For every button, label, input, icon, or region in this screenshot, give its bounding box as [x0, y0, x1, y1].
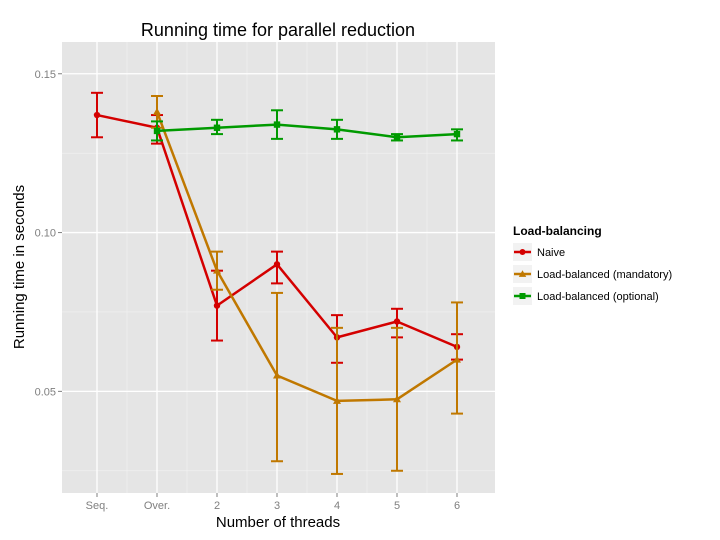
series-load-balanced-mandatory: [151, 94, 463, 475]
y-tick-label: 0.05: [35, 386, 56, 398]
legend-title: Load-balancing: [513, 224, 602, 238]
x-tick-label: 4: [334, 500, 340, 512]
data-point: [273, 121, 281, 128]
data-point: [213, 266, 221, 274]
series-layer: [91, 91, 463, 475]
data-point: [273, 371, 281, 379]
chart-title: Running time for parallel reduction: [141, 20, 415, 40]
data-point: [273, 261, 281, 268]
legend-key-marker: [518, 270, 527, 277]
legend: Load-balancing Naive Load-balanced (manda…: [513, 224, 672, 305]
data-point: [153, 107, 161, 115]
legend-key-marker: [519, 293, 526, 299]
series-line: [155, 111, 458, 403]
legend-label: Load-balanced (mandatory): [537, 269, 672, 281]
data-point: [393, 395, 401, 403]
data-point: [333, 396, 341, 404]
data-point: [393, 134, 401, 141]
data-point: [453, 355, 461, 363]
data-point: [213, 124, 221, 131]
legend-key-marker: [519, 249, 526, 255]
x-tick-label: Seq.: [86, 500, 109, 512]
y-tick-label: 0.15: [35, 69, 56, 81]
series-load-balanced-optional: [151, 109, 463, 142]
data-point: [453, 130, 461, 138]
x-tick-label: 6: [454, 500, 460, 512]
y-axis: 0.05 0.10 0.15: [35, 69, 62, 398]
x-tick-label: 5: [394, 500, 400, 512]
y-tick-label: 0.10: [35, 228, 56, 240]
x-tick-label: Over.: [144, 500, 170, 512]
legend-label: Naive: [537, 247, 565, 259]
x-axis-label: Number of threads: [216, 514, 340, 531]
y-axis-label: Running time in seconds: [11, 185, 28, 349]
data-point: [213, 302, 221, 309]
data-point: [153, 127, 161, 135]
series-line: [156, 123, 458, 139]
x-axis: Seq. Over. 2 3 4 5 6: [86, 493, 460, 512]
legend-label: Load-balanced (optional): [537, 291, 659, 303]
x-tick-label: 2: [214, 500, 220, 512]
x-tick-label: 3: [274, 500, 280, 512]
data-point: [93, 111, 101, 119]
data-point: [393, 318, 401, 325]
data-point: [333, 126, 341, 133]
